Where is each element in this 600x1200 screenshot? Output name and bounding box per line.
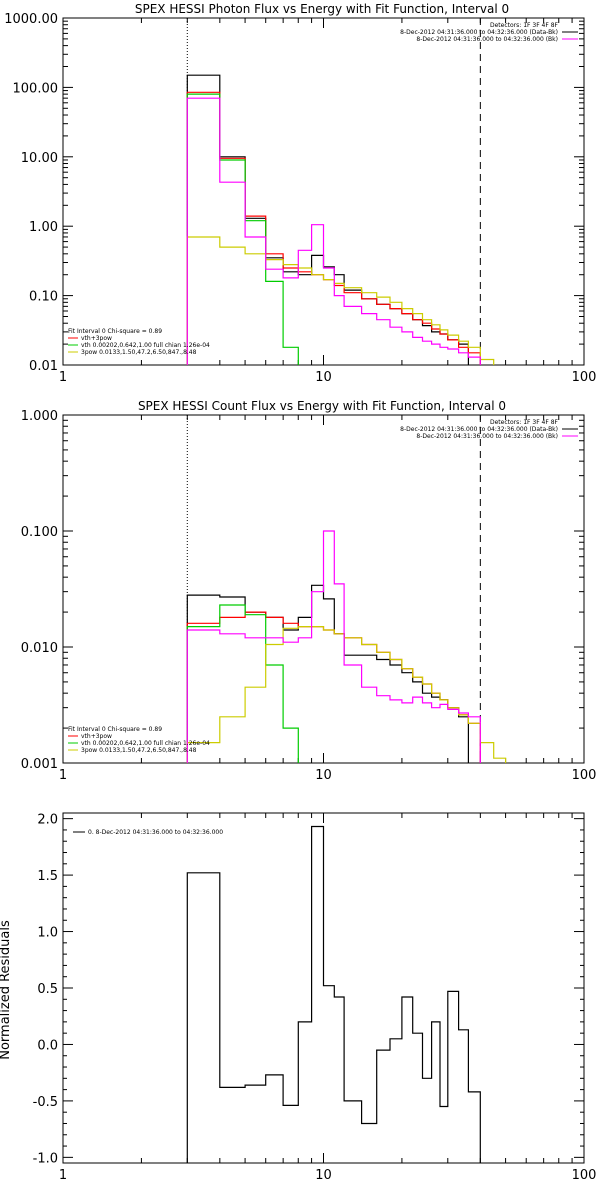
x-tick-label: 100 [572, 1168, 597, 1183]
series-line-0-8-dec-2012-04-31-36-000-to-04-32-36-000 [186, 825, 481, 1163]
y-tick-label: 0.10 [29, 290, 58, 305]
y-tick-label: 2.0 [37, 813, 58, 828]
x-tick-label: 10 [315, 1168, 332, 1183]
y-tick-label: 1000.00 [4, 12, 58, 27]
series-line-bk [186, 530, 481, 763]
x-tick-label: 1 [59, 370, 67, 385]
legend-top-text: Detectors: 1F 3F 4F 8F [490, 419, 559, 426]
legend-residual-text: 0. 8-Dec-2012 04:31:36.000 to 04:32:36.0… [88, 829, 223, 836]
legend-fit-text: 3pow 0.0133,1.50,47.2,6.50,847.,8.48 [81, 747, 197, 754]
legend-fit-text: Fit Interval 0 Chi-square = 0.89 [68, 328, 162, 335]
y-tick-label: 0.01 [29, 359, 58, 374]
y-tick-label: 0.5 [37, 982, 58, 997]
y-tick-label: 1.000 [21, 409, 58, 424]
x-tick-label: 1 [59, 1168, 67, 1183]
series-line-vth-3pow [186, 91, 481, 365]
y-tick-label: -0.5 [33, 1095, 58, 1110]
legend-fit-text: vth+3pow [81, 335, 112, 342]
y-tick-label: 1.00 [29, 220, 58, 235]
y-tick-label: 0.100 [21, 525, 58, 540]
series-line-vth [186, 93, 299, 365]
series-group [186, 825, 481, 1163]
series-line-vth [186, 604, 299, 763]
x-tick-label: 100 [572, 370, 597, 385]
series-line-3pow [186, 626, 507, 763]
photon-flux-title: SPEX HESSI Photon Flux vs Energy with Fi… [135, 2, 509, 16]
series-line-vth-3pow [186, 611, 481, 763]
y-tick-label: 100.00 [13, 81, 59, 96]
count-flux-title: SPEX HESSI Count Flux vs Energy with Fit… [138, 399, 506, 413]
y-tick-label: 0.0 [37, 1038, 58, 1053]
y-tick-label: 0.010 [21, 641, 58, 656]
legend-fit-text: vth+3pow [81, 733, 112, 740]
residuals-panel: Normalized Residuals 1 10 100 -1.0 -0.5 0.0 0.… [0, 812, 597, 1183]
legend-fit-text: Fit Interval 0 Chi-square = 0.89 [68, 726, 162, 733]
x-tick-label: 1 [59, 768, 67, 783]
legend-top-text: 8-Dec-2012 04:31:36.000 to 04:32:36.000 … [400, 29, 558, 36]
series-line-data-bk [186, 584, 469, 763]
legend-fit-text: vth 0.00202,0.642,1.00 full chian 1.26e-… [81, 740, 210, 747]
y-tick-label: -1.0 [33, 1151, 58, 1166]
legend-fit-text: 3pow 0.0133,1.50,47.2,6.50,847.,8.48 [81, 349, 197, 356]
x-tick-label: 10 [315, 768, 332, 783]
photon-flux-panel: SPEX HESSI Photon Flux vs Energy with Fi… [4, 2, 596, 385]
y-tick-label: 0.001 [21, 757, 58, 772]
y-tick-label: 1.0 [37, 926, 58, 941]
legend-fit-text: vth 0.00202,0.642,1.00 full chian 1.26e-… [81, 342, 210, 349]
x-tick-label: 100 [572, 768, 597, 783]
legend-top-text: Detectors: 1F 3F 4F 8F [490, 22, 559, 29]
series-group [186, 530, 507, 763]
y-tick-label: 10.00 [21, 151, 58, 166]
y-tick-label: 1.5 [37, 869, 58, 884]
legend-top-text: 8-Dec-2012 04:31:36.000 to 04:32:36.000 … [416, 433, 558, 440]
count-flux-panel: SPEX HESSI Count Flux vs Energy with Fit… [21, 399, 597, 783]
series-line-bk [186, 97, 481, 365]
x-tick-label: 10 [315, 370, 332, 385]
plot-frame [62, 17, 585, 366]
series-line-3pow [186, 236, 495, 365]
legend-top-text: 8-Dec-2012 04:31:36.000 to 04:32:36.000 … [416, 36, 558, 43]
series-group [186, 74, 495, 365]
legend-top-text: 8-Dec-2012 04:31:36.000 to 04:32:36.000 … [400, 426, 558, 433]
residuals-y-axis-label: Normalized Residuals [0, 920, 13, 1060]
